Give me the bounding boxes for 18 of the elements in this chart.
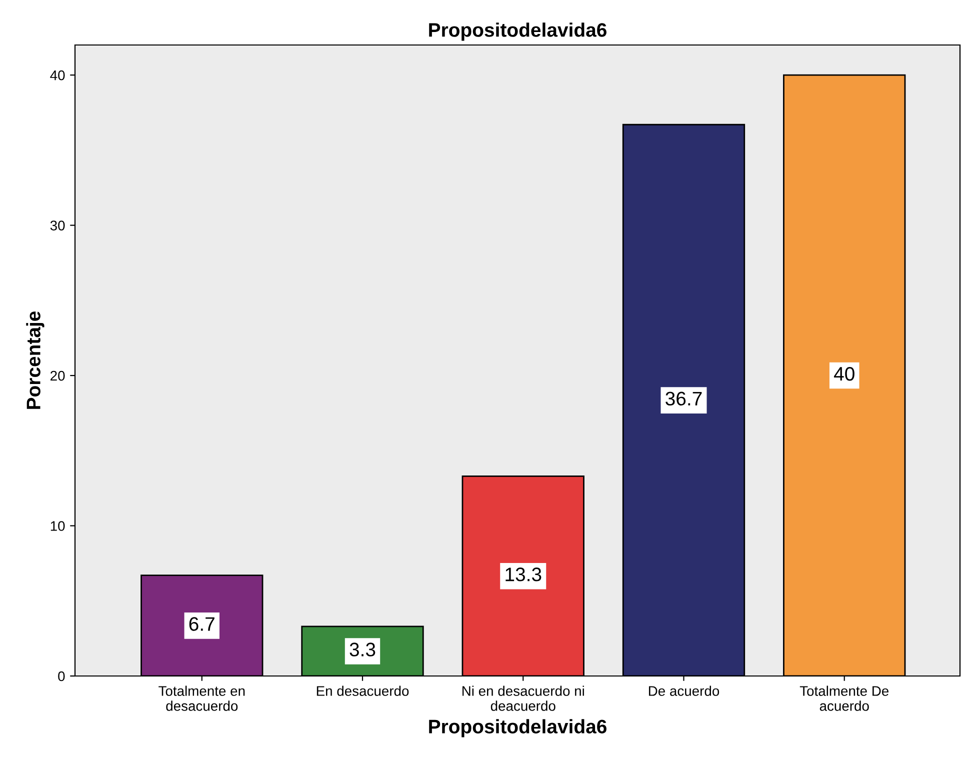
y-tick-label: 10 xyxy=(50,521,65,531)
x-tick-label: De acuerdo xyxy=(648,686,720,696)
x-tick-label: Totalmente De acuerdo xyxy=(800,686,889,711)
x-tick-label: Totalmente en desacuerdo xyxy=(158,686,245,711)
data-label: 36.7 xyxy=(666,392,702,406)
chart-title: Propositodelavida6 xyxy=(429,22,606,41)
data-label: 6.7 xyxy=(189,617,214,631)
x-axis-title: Propositodelavida6 xyxy=(429,719,606,738)
y-tick-label: 30 xyxy=(50,220,65,230)
data-label: 13.3 xyxy=(506,568,542,582)
y-tick-label: 20 xyxy=(50,370,65,381)
data-label: 3.3 xyxy=(350,642,376,656)
y-tick-label: 0 xyxy=(58,671,65,682)
y-tick-label: 40 xyxy=(50,70,65,80)
data-label: 40 xyxy=(834,366,854,381)
x-tick-label: Ni en desacuerdo ni deacuerdo xyxy=(462,686,584,711)
y-axis-title: Porcentaje xyxy=(26,311,44,409)
x-tick-label: En desacuerdo xyxy=(316,686,409,696)
